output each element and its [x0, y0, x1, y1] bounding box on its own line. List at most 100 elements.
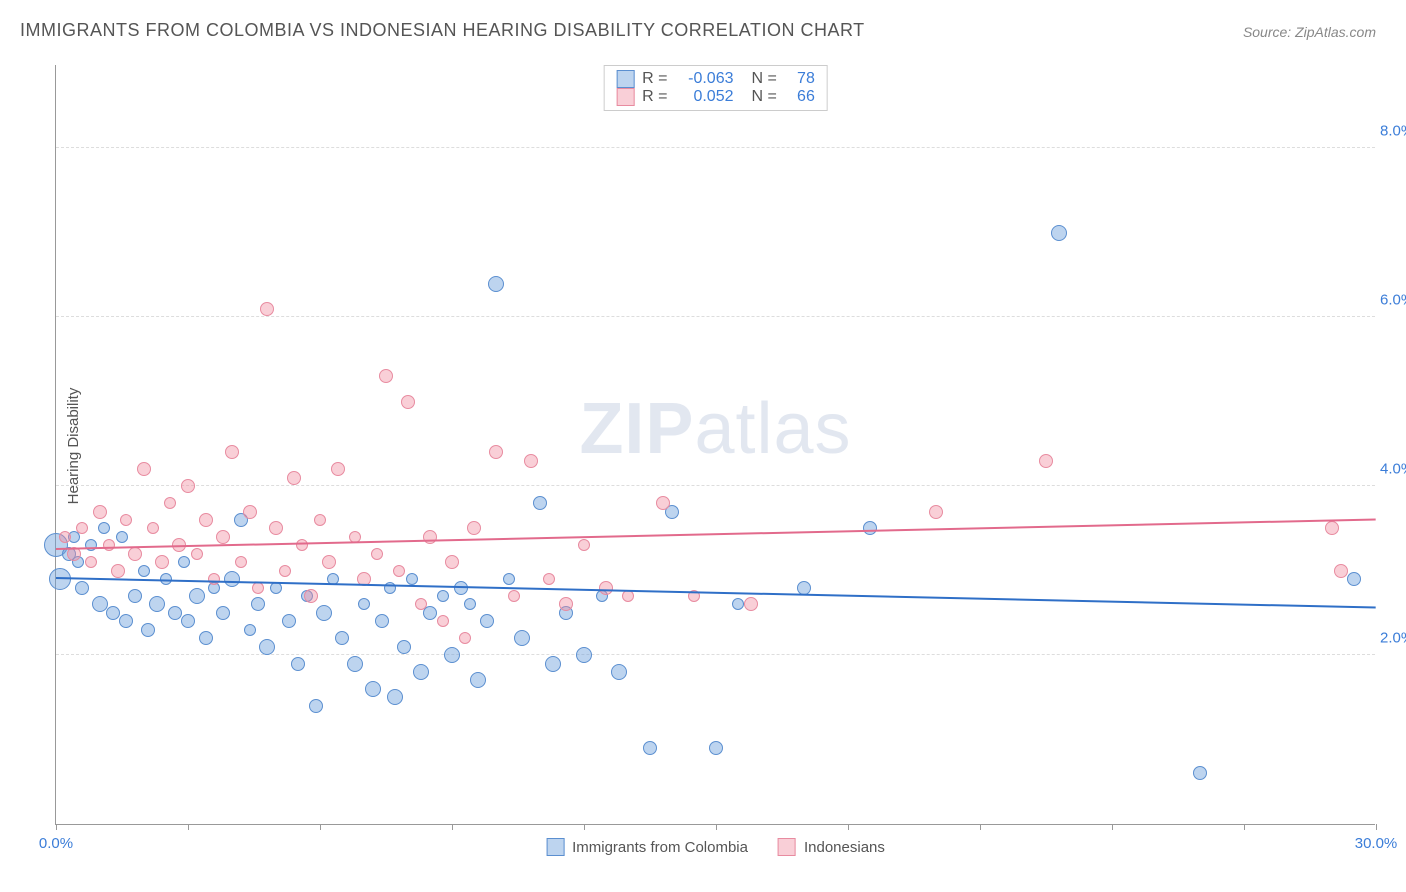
scatter-point	[467, 521, 481, 535]
scatter-point	[116, 531, 128, 543]
scatter-point	[508, 590, 520, 602]
scatter-point	[106, 606, 120, 620]
scatter-point	[488, 276, 504, 292]
scatter-point	[347, 656, 363, 672]
y-tick-label: 4.0%	[1380, 461, 1406, 478]
scatter-point	[384, 582, 396, 594]
scatter-point	[375, 614, 389, 628]
scatter-point	[322, 555, 336, 569]
scatter-point	[189, 588, 205, 604]
legend-label: Indonesians	[804, 839, 885, 856]
scatter-point	[164, 497, 176, 509]
x-tick	[980, 824, 981, 830]
scatter-point	[260, 302, 274, 316]
x-tick	[452, 824, 453, 830]
scatter-point	[445, 555, 459, 569]
scatter-point	[1051, 225, 1067, 241]
legend-r-label: R =	[642, 70, 667, 88]
scatter-point	[243, 505, 257, 519]
scatter-point	[119, 614, 133, 628]
scatter-point	[1334, 564, 1348, 578]
scatter-point	[514, 630, 530, 646]
scatter-point	[656, 496, 670, 510]
scatter-point	[387, 689, 403, 705]
scatter-point	[287, 471, 301, 485]
trend-line	[56, 518, 1376, 550]
scatter-point	[459, 632, 471, 644]
legend-r-value: 0.052	[676, 88, 734, 106]
scatter-point	[76, 522, 88, 534]
source-attribution: Source: ZipAtlas.com	[1243, 24, 1376, 40]
scatter-point	[75, 581, 89, 595]
chart-title: IMMIGRANTS FROM COLOMBIA VS INDONESIAN H…	[20, 20, 865, 41]
scatter-point	[224, 571, 240, 587]
scatter-point	[365, 681, 381, 697]
scatter-point	[155, 555, 169, 569]
scatter-point	[296, 539, 308, 551]
legend-row: R =-0.063N =78	[616, 70, 815, 88]
y-tick-label: 2.0%	[1380, 630, 1406, 647]
legend-correlation: R =-0.063N =78R =0.052N =66	[603, 65, 828, 111]
scatter-point	[709, 741, 723, 755]
scatter-point	[244, 624, 256, 636]
gridline	[56, 654, 1375, 655]
gridline	[56, 316, 1375, 317]
scatter-point	[138, 565, 150, 577]
scatter-point	[291, 657, 305, 671]
scatter-point	[489, 445, 503, 459]
legend-swatch	[546, 838, 564, 856]
scatter-point	[371, 548, 383, 560]
scatter-point	[358, 598, 370, 610]
x-tick	[1376, 824, 1377, 830]
legend-n-label: N =	[752, 88, 777, 106]
scatter-point	[1039, 454, 1053, 468]
legend-swatch	[616, 70, 634, 88]
scatter-point	[611, 664, 627, 680]
legend-label: Immigrants from Colombia	[572, 839, 748, 856]
y-tick-label: 6.0%	[1380, 292, 1406, 309]
y-tick-label: 8.0%	[1380, 123, 1406, 140]
scatter-point	[279, 565, 291, 577]
scatter-point	[444, 647, 460, 663]
x-tick	[56, 824, 57, 830]
scatter-point	[141, 623, 155, 637]
scatter-point	[397, 640, 411, 654]
scatter-point	[744, 597, 758, 611]
x-tick	[716, 824, 717, 830]
scatter-point	[178, 556, 190, 568]
scatter-point	[304, 589, 318, 603]
legend-row: R =0.052N =66	[616, 88, 815, 106]
legend-swatch	[616, 88, 634, 106]
scatter-point	[168, 606, 182, 620]
scatter-point	[225, 445, 239, 459]
scatter-point	[576, 647, 592, 663]
scatter-point	[415, 598, 427, 610]
x-tick-label: 30.0%	[1355, 835, 1398, 852]
scatter-point	[1193, 766, 1207, 780]
scatter-point	[401, 395, 415, 409]
scatter-point	[93, 505, 107, 519]
scatter-point	[1325, 521, 1339, 535]
scatter-point	[599, 581, 613, 595]
scatter-point	[464, 598, 476, 610]
scatter-point	[128, 589, 142, 603]
scatter-point	[181, 614, 195, 628]
legend-r-value: -0.063	[676, 70, 734, 88]
legend-item: Indonesians	[778, 838, 885, 856]
scatter-point	[470, 672, 486, 688]
scatter-point	[149, 596, 165, 612]
scatter-point	[199, 513, 213, 527]
legend-r-label: R =	[642, 88, 667, 106]
scatter-point	[59, 531, 71, 543]
scatter-point	[235, 556, 247, 568]
scatter-point	[437, 615, 449, 627]
gridline	[56, 147, 1375, 148]
scatter-point	[533, 496, 547, 510]
scatter-point	[559, 597, 573, 611]
legend-n-label: N =	[752, 70, 777, 88]
scatter-point	[545, 656, 561, 672]
scatter-point	[191, 548, 203, 560]
scatter-point	[413, 664, 429, 680]
scatter-point	[120, 514, 132, 526]
x-tick	[320, 824, 321, 830]
